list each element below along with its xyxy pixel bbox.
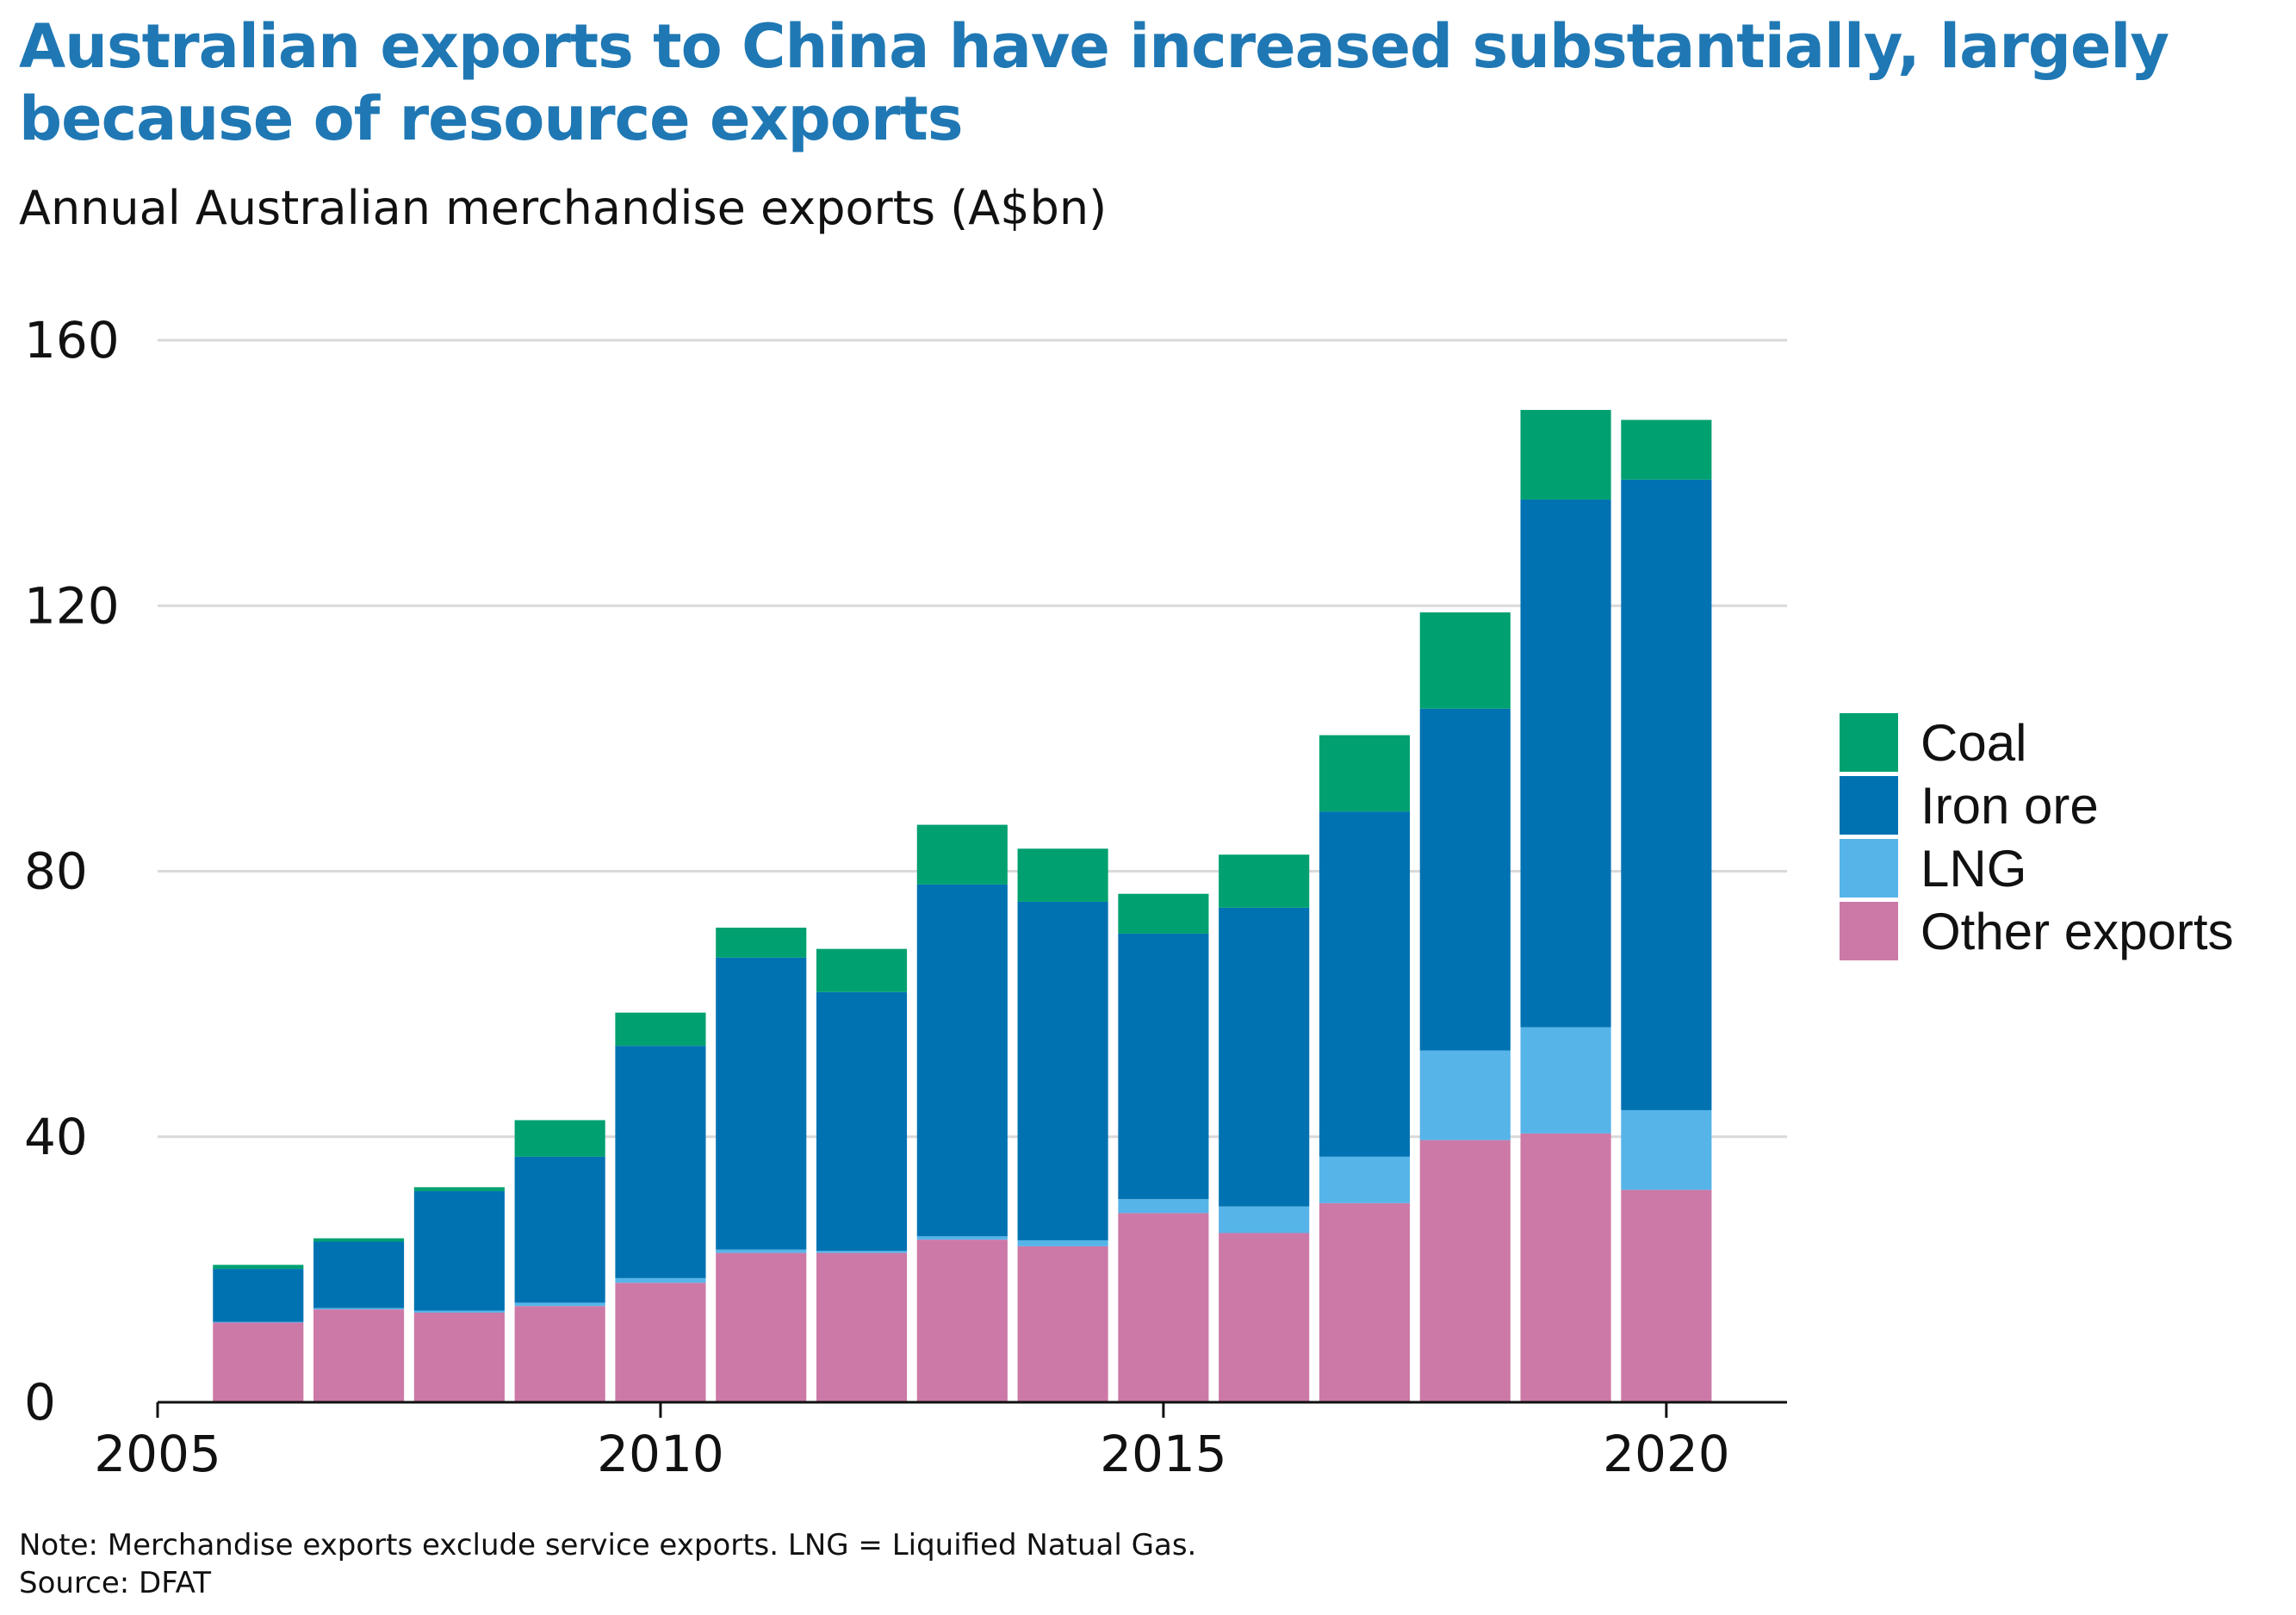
bar-coal: [1319, 735, 1411, 812]
bar-coal: [1621, 419, 1712, 480]
bar-lng: [1219, 1206, 1310, 1233]
y-tick-label: 0: [24, 1373, 56, 1432]
y-tick-label: 80: [24, 842, 88, 901]
bar-other-exports: [313, 1309, 405, 1402]
legend-label: Coal: [1921, 714, 2026, 772]
bar-other-exports: [1118, 1213, 1209, 1402]
bar-other-exports: [514, 1306, 605, 1402]
bar-coal: [916, 824, 1008, 885]
bar-other-exports: [213, 1322, 304, 1402]
bar-other-exports: [615, 1283, 706, 1402]
bar-iron-ore: [1621, 479, 1712, 1110]
bar-iron-ore: [1419, 708, 1511, 1051]
y-tick-label: 40: [24, 1108, 88, 1166]
bar-other-exports: [1319, 1202, 1411, 1402]
bar-coal: [1118, 893, 1209, 934]
bar-other-exports: [816, 1252, 908, 1402]
bar-iron-ore: [213, 1269, 304, 1322]
legend-swatch: [1840, 902, 1898, 960]
bar-coal: [1219, 854, 1310, 908]
bar-lng: [1621, 1109, 1712, 1190]
bar-iron-ore: [615, 1046, 706, 1278]
bar-iron-ore: [1520, 499, 1611, 1028]
bar-other-exports: [1219, 1233, 1310, 1402]
bar-coal: [514, 1120, 605, 1157]
bar-iron-ore: [514, 1156, 605, 1303]
chart-subtitle: Annual Australian merchandise exports (A…: [19, 181, 1108, 235]
legend-label: Other exports: [1921, 903, 2234, 960]
bar-coal: [816, 948, 908, 992]
bar-lng: [916, 1236, 1008, 1240]
bar-iron-ore: [816, 991, 908, 1252]
bar-lng: [1118, 1199, 1209, 1214]
bar-other-exports: [413, 1312, 505, 1402]
legend-label: LNG: [1921, 840, 2026, 898]
bar-lng: [615, 1277, 706, 1283]
x-tick-label: 2015: [1100, 1425, 1227, 1483]
x-tick-label: 2005: [94, 1425, 221, 1483]
bar-iron-ore: [1118, 933, 1209, 1200]
bar-iron-ore: [916, 884, 1008, 1237]
bar-iron-ore: [313, 1241, 405, 1308]
chart-note: Note: Merchandise exports exclude servic…: [19, 1528, 1197, 1562]
bar-other-exports: [716, 1252, 807, 1402]
bar-coal: [1520, 409, 1611, 500]
bar-other-exports: [1017, 1245, 1108, 1402]
bar-iron-ore: [1219, 907, 1310, 1207]
bar-iron-ore: [1017, 901, 1108, 1240]
bar-other-exports: [1419, 1140, 1511, 1402]
bar-lng: [1319, 1156, 1411, 1203]
chart-footer: Note: Merchandise exports exclude servic…: [19, 1526, 1196, 1602]
bar-coal: [615, 1012, 706, 1047]
bar-other-exports: [1520, 1133, 1611, 1402]
y-tick-label: 120: [24, 576, 120, 635]
bar-lng: [313, 1308, 405, 1310]
bar-lng: [1017, 1239, 1108, 1246]
bar-lng: [716, 1249, 807, 1253]
bar-coal: [413, 1187, 505, 1191]
bar-iron-ore: [413, 1190, 505, 1311]
legend-swatch: [1840, 839, 1898, 898]
bar-lng: [514, 1302, 605, 1307]
bar-lng: [1520, 1027, 1611, 1134]
bar-lng: [1419, 1050, 1511, 1140]
y-tick-label: 160: [24, 311, 120, 370]
legend-swatch: [1840, 713, 1898, 772]
bar-other-exports: [1621, 1190, 1712, 1402]
bar-coal: [716, 928, 807, 958]
bar-iron-ore: [1319, 811, 1411, 1157]
x-tick-label: 2020: [1603, 1425, 1730, 1483]
bar-coal: [1419, 612, 1511, 709]
legend-label: Iron ore: [1921, 777, 2099, 835]
bar-coal: [313, 1238, 405, 1242]
chart-source: Source: DFAT: [19, 1566, 212, 1600]
bar-lng: [213, 1321, 304, 1323]
x-tick-label: 2010: [597, 1425, 724, 1483]
bar-lng: [816, 1251, 908, 1253]
bar-other-exports: [916, 1239, 1008, 1402]
bar-lng: [413, 1310, 505, 1313]
bar-coal: [213, 1264, 304, 1270]
bar-coal: [1017, 848, 1108, 902]
chart-title: Australian exports to China have increas…: [19, 11, 2169, 154]
legend-swatch: [1840, 776, 1898, 835]
bar-iron-ore: [716, 957, 807, 1250]
